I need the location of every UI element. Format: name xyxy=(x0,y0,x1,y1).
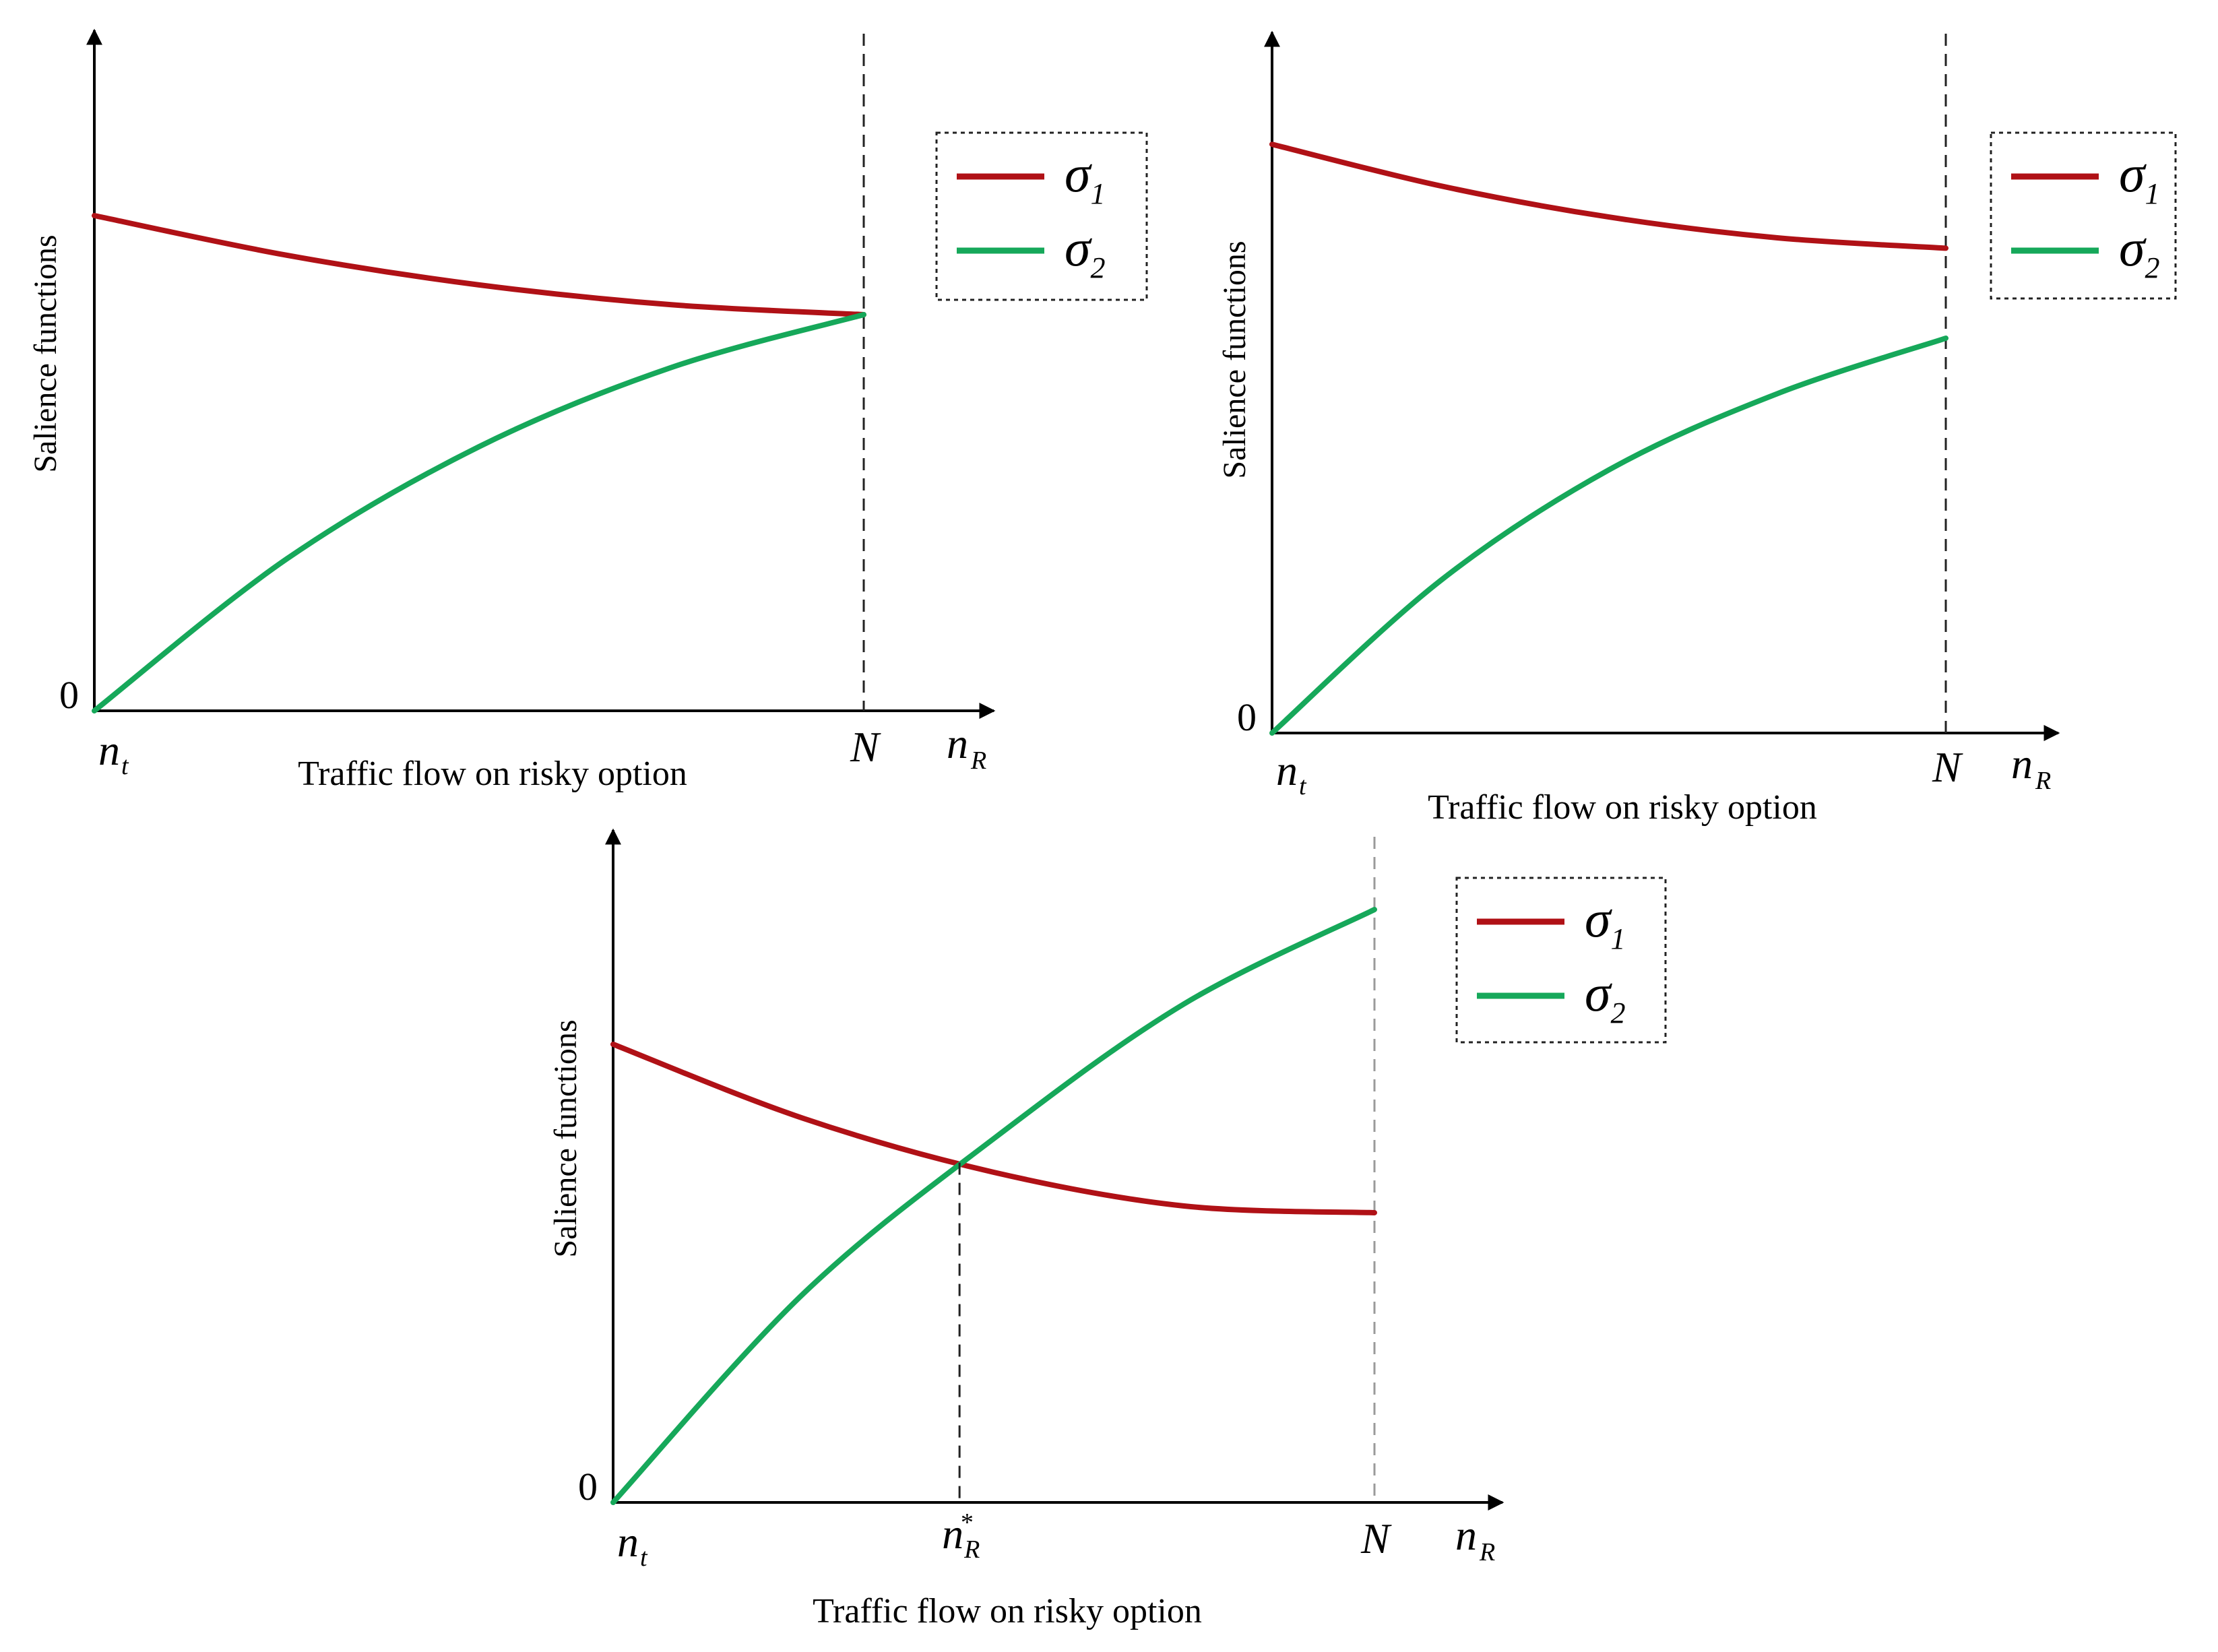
y-origin-label: 0 xyxy=(1237,695,1257,739)
series-line-sigma2 xyxy=(610,907,1377,1505)
legend-box xyxy=(1455,877,1667,1044)
x-end-label: N xyxy=(1932,743,1963,791)
x-start-label: nt xyxy=(617,1518,648,1572)
x-axis-title: Traffic flow on risky option xyxy=(298,755,687,793)
y-axis-title: Salience functions xyxy=(1217,241,1253,478)
x-end-label: N xyxy=(850,723,881,771)
legend-box xyxy=(1990,131,2177,300)
series-line-sigma2 xyxy=(1269,336,1948,736)
series-line-sigma1 xyxy=(92,213,866,317)
x-axis-title: Traffic flow on risky option xyxy=(813,1592,1202,1630)
x-start-label: nt xyxy=(98,726,129,780)
legend-label-sigma2: σ2 xyxy=(2119,218,2159,284)
series-line-sigma1 xyxy=(610,1042,1377,1215)
x-end-label: N xyxy=(1360,1515,1392,1562)
legend-label-sigma2: σ2 xyxy=(1585,963,1625,1029)
y-origin-label: 0 xyxy=(578,1465,598,1508)
series-line-sigma2 xyxy=(92,312,866,713)
legend-label-sigma1: σ1 xyxy=(1065,144,1105,210)
x-start-label: nt xyxy=(1276,746,1307,800)
intersection-tick-label: n* R xyxy=(942,1508,980,1564)
legend-label-sigma1: σ1 xyxy=(1585,889,1625,955)
x-axis-title: Traffic flow on risky option xyxy=(1428,788,1817,827)
legend-label-sigma2: σ2 xyxy=(1065,218,1105,284)
y-axis-title: Salience functions xyxy=(28,234,63,472)
legend-box xyxy=(935,131,1148,301)
series-line-sigma1 xyxy=(1269,141,1948,251)
y-axis-title: Salience functions xyxy=(548,1019,583,1257)
legend-label-sigma1: σ1 xyxy=(2119,144,2159,210)
y-origin-label: 0 xyxy=(59,673,79,717)
